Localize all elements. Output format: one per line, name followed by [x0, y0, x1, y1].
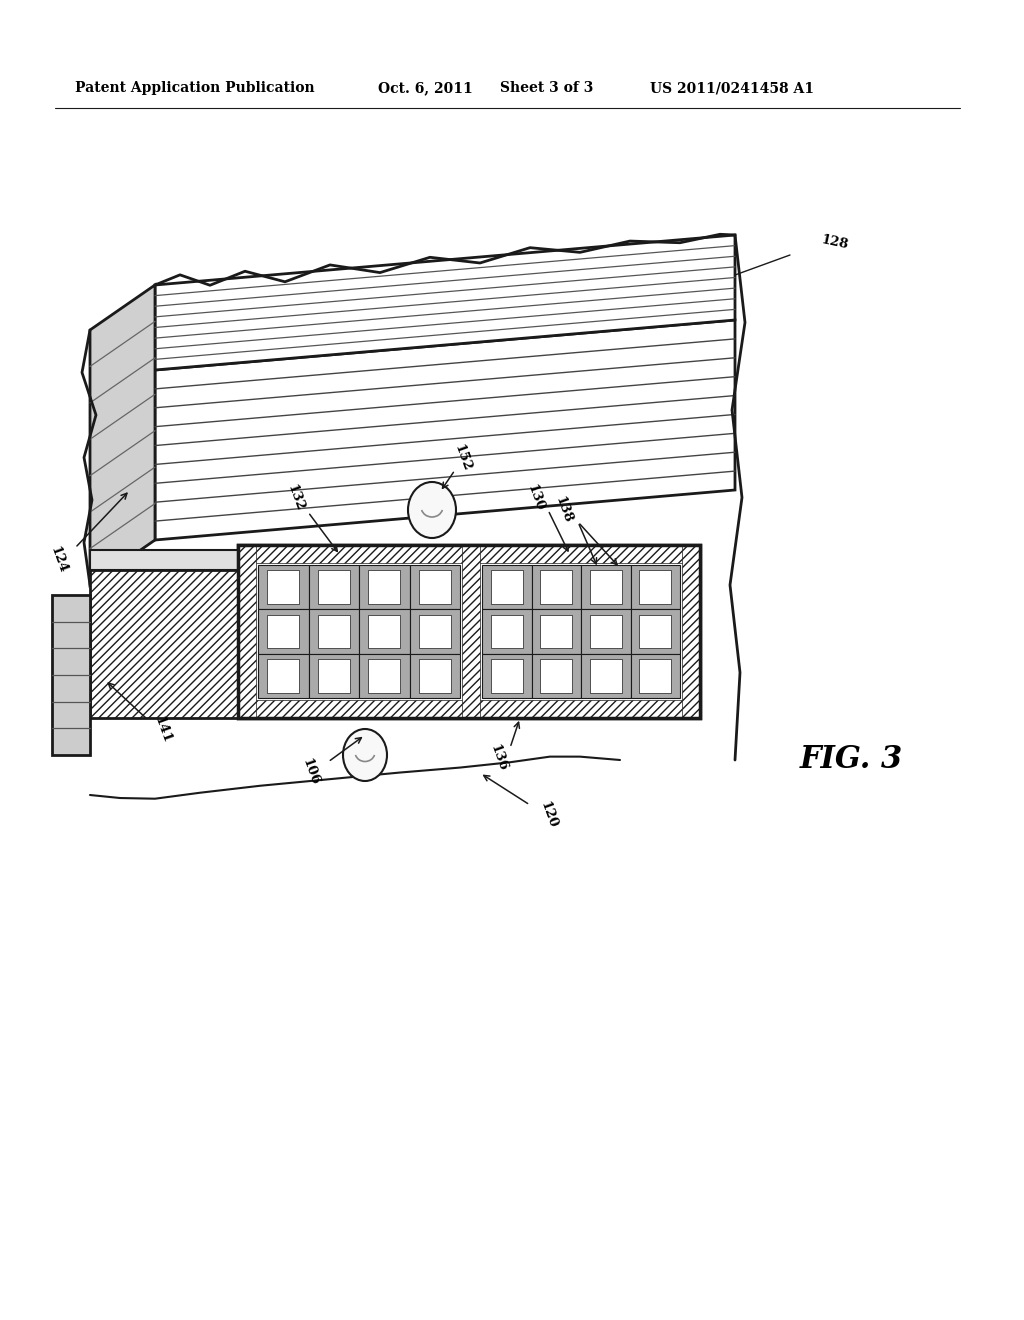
Bar: [541, 570, 572, 605]
Bar: [359, 653, 410, 698]
Bar: [581, 610, 631, 653]
Polygon shape: [90, 285, 155, 585]
Polygon shape: [682, 545, 700, 718]
Bar: [541, 659, 572, 693]
Text: 124: 124: [47, 545, 69, 576]
Bar: [631, 653, 680, 698]
Bar: [631, 610, 680, 653]
Text: US 2011/0241458 A1: US 2011/0241458 A1: [650, 81, 814, 95]
Bar: [258, 653, 308, 698]
Text: 120: 120: [538, 800, 559, 830]
Bar: [238, 545, 700, 718]
Text: 132: 132: [285, 483, 306, 513]
Text: Sheet 3 of 3: Sheet 3 of 3: [500, 81, 593, 95]
Bar: [410, 565, 460, 610]
Polygon shape: [90, 570, 238, 718]
Bar: [267, 615, 299, 648]
Bar: [317, 615, 350, 648]
Bar: [490, 615, 522, 648]
Bar: [581, 653, 631, 698]
Bar: [267, 659, 299, 693]
Bar: [490, 659, 522, 693]
Bar: [590, 570, 622, 605]
Polygon shape: [462, 545, 480, 718]
Ellipse shape: [343, 729, 387, 781]
Bar: [368, 659, 400, 693]
Bar: [308, 610, 359, 653]
Bar: [631, 565, 680, 610]
Polygon shape: [238, 545, 700, 564]
Bar: [258, 610, 308, 653]
Bar: [267, 570, 299, 605]
Bar: [368, 570, 400, 605]
Text: 128: 128: [820, 232, 850, 251]
Bar: [490, 570, 522, 605]
Bar: [359, 565, 410, 610]
Text: 141: 141: [152, 714, 173, 746]
Bar: [308, 565, 359, 610]
Bar: [482, 565, 531, 610]
Bar: [639, 570, 671, 605]
Bar: [258, 565, 308, 610]
Bar: [531, 565, 581, 610]
Text: 130: 130: [524, 483, 546, 513]
Bar: [317, 659, 350, 693]
Bar: [482, 653, 531, 698]
Text: Patent Application Publication: Patent Application Publication: [75, 81, 314, 95]
Polygon shape: [238, 700, 700, 718]
Bar: [419, 615, 451, 648]
Polygon shape: [52, 595, 90, 755]
Ellipse shape: [408, 482, 456, 539]
Bar: [590, 659, 622, 693]
Polygon shape: [155, 235, 735, 370]
Bar: [317, 570, 350, 605]
Polygon shape: [155, 319, 735, 540]
Bar: [410, 653, 460, 698]
Bar: [308, 653, 359, 698]
Bar: [639, 659, 671, 693]
Text: 138: 138: [552, 495, 573, 525]
Bar: [531, 610, 581, 653]
Bar: [639, 615, 671, 648]
Bar: [419, 659, 451, 693]
Polygon shape: [90, 550, 238, 570]
Text: 152: 152: [452, 442, 473, 474]
Text: Oct. 6, 2011: Oct. 6, 2011: [378, 81, 473, 95]
Bar: [368, 615, 400, 648]
Bar: [590, 615, 622, 648]
Text: 136: 136: [487, 743, 509, 774]
Polygon shape: [238, 545, 256, 718]
Bar: [541, 615, 572, 648]
Bar: [581, 565, 631, 610]
Bar: [410, 610, 460, 653]
Bar: [531, 653, 581, 698]
Bar: [482, 610, 531, 653]
Bar: [359, 610, 410, 653]
Text: FIG. 3: FIG. 3: [800, 744, 903, 776]
Text: 106: 106: [299, 756, 321, 787]
Bar: [419, 570, 451, 605]
Bar: [238, 545, 700, 718]
